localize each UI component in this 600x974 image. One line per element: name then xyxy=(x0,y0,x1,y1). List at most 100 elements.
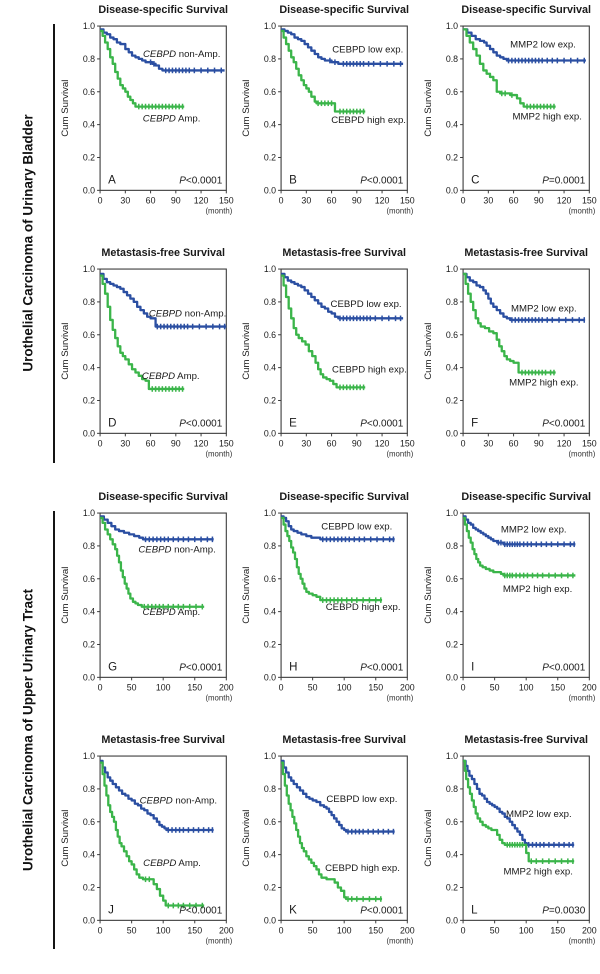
panel-J: Metastasis-free Survival 0.0 0.2 0.4 0.6 0.8 1… xyxy=(56,730,237,973)
y-tick-label: 0.2 xyxy=(445,152,457,162)
x-axis-unit: (month) xyxy=(205,206,232,215)
survival-curve-green xyxy=(462,516,576,577)
x-tick-label: 0 xyxy=(460,439,465,449)
x-tick-label: 100 xyxy=(156,682,171,692)
panel-letter: E xyxy=(289,418,297,430)
km-chart-E: Metastasis-free Survival 0.0 0.2 0.4 0.6 0.8 1… xyxy=(241,247,415,458)
x-tick-label: 0 xyxy=(460,195,465,205)
y-tick-label: 0.2 xyxy=(264,396,276,406)
y-tick-label: 1.0 xyxy=(83,264,95,274)
x-tick-label: 30 xyxy=(302,195,312,205)
y-axis-label: Cum Survival xyxy=(60,566,71,623)
panel-title: Disease-specific Survival xyxy=(461,491,591,503)
x-axis-unit: (month) xyxy=(568,206,595,215)
y-tick-label: 0.4 xyxy=(264,363,276,373)
plot-frame xyxy=(99,25,227,191)
x-axis-unit: (month) xyxy=(205,937,232,946)
plot-frame xyxy=(462,755,590,922)
y-tick-label: 0.2 xyxy=(445,883,457,893)
y-tick-label: 0.4 xyxy=(445,120,457,130)
x-tick-label: 50 xyxy=(127,682,137,692)
group-bracket-line xyxy=(52,24,55,463)
panel-D: Metastasis-free Survival 0.0 0.2 0.4 0.6 0.8 1… xyxy=(56,243,237,486)
survival-curve-blue xyxy=(100,515,214,541)
x-tick-label: 90 xyxy=(534,439,544,449)
y-tick-label: 0.8 xyxy=(264,541,276,551)
x-tick-label: 0 xyxy=(98,439,103,449)
y-tick-label: 0.2 xyxy=(83,152,95,162)
x-tick-label: 150 xyxy=(219,439,234,449)
y-tick-label: 1.0 xyxy=(264,751,276,761)
p-value: P<0.0001 xyxy=(542,662,586,673)
survival-curve-blue xyxy=(100,28,225,72)
x-tick-label: 60 xyxy=(508,195,518,205)
plot-frame xyxy=(280,25,409,191)
y-tick-label: 0.2 xyxy=(83,883,95,893)
y-tick-label: 0.0 xyxy=(264,916,276,926)
series-label: CEBPD high exp. xyxy=(325,863,400,874)
series-label: CEBPD non-Amp. xyxy=(143,49,220,60)
y-tick-label: 0.6 xyxy=(445,817,457,827)
x-tick-label: 200 xyxy=(219,926,234,936)
p-value: P<0.0001 xyxy=(179,175,223,186)
panel-L: Metastasis-free Survival 0.0 0.2 0.4 0.6 0.8 1… xyxy=(419,730,600,973)
y-axis-label: Cum Survival xyxy=(241,810,252,867)
series-label: CEBPD non-Amp. xyxy=(140,796,217,807)
y-tick-label: 1.0 xyxy=(264,264,276,274)
y-tick-label: 0.0 xyxy=(83,672,95,682)
y-axis-label: Cum Survival xyxy=(241,323,252,380)
x-tick-label: 60 xyxy=(327,439,337,449)
km-chart-C: Disease-specific Survival 0.0 0.2 0.4 0.6 0.8… xyxy=(423,4,597,215)
y-tick-label: 0.6 xyxy=(445,330,457,340)
panel-letter: D xyxy=(108,418,116,430)
x-tick-label: 200 xyxy=(582,682,597,692)
y-tick-label: 0.8 xyxy=(445,297,457,307)
y-tick-label: 1.0 xyxy=(445,508,457,518)
y-tick-label: 0.8 xyxy=(264,54,276,64)
y-tick-label: 0.0 xyxy=(83,185,95,195)
y-tick-label: 0.8 xyxy=(83,541,95,551)
y-tick-label: 0.2 xyxy=(264,152,276,162)
series-label: CEBPD low exp. xyxy=(327,794,398,805)
y-axis-label: Cum Survival xyxy=(60,323,71,380)
y-tick-label: 0.6 xyxy=(445,574,457,584)
group-label-upper-urinary-tract: Urothelial Carcinoma of Upper Urinary Tr… xyxy=(0,487,56,974)
x-tick-label: 120 xyxy=(375,195,390,205)
y-axis-label: Cum Survival xyxy=(60,810,71,867)
survival-curve-blue xyxy=(462,515,576,546)
y-tick-label: 0.8 xyxy=(445,541,457,551)
panel-letter: J xyxy=(108,905,114,917)
x-tick-label: 200 xyxy=(582,926,597,936)
y-tick-label: 0.0 xyxy=(264,185,276,195)
panel-letter: K xyxy=(289,905,297,917)
survival-curve-blue xyxy=(462,760,574,847)
km-chart-D: Metastasis-free Survival 0.0 0.2 0.4 0.6 0.8 1… xyxy=(60,247,234,459)
series-label: CEBPD high exp. xyxy=(326,602,401,613)
x-tick-label: 50 xyxy=(127,926,137,936)
x-axis-unit: (month) xyxy=(205,693,232,702)
km-chart-B: Disease-specific Survival 0.0 0.2 0.4 0.6 0.8… xyxy=(241,4,415,215)
panel-title: Disease-specific Survival xyxy=(461,4,591,16)
x-tick-label: 90 xyxy=(352,439,362,449)
y-axis-label: Cum Survival xyxy=(241,566,252,623)
panel-H: Disease-specific Survival 0.0 0.2 0.4 0.6 0.8… xyxy=(237,487,418,730)
group-bracket-line xyxy=(52,511,55,950)
p-value: P<0.0001 xyxy=(179,906,223,917)
panel-letter: F xyxy=(471,418,478,430)
x-tick-label: 0 xyxy=(98,682,103,692)
panel-A: Disease-specific Survival 0.0 0.2 0.4 0.6 0.8… xyxy=(56,0,237,243)
x-tick-label: 0 xyxy=(279,682,284,692)
y-tick-label: 0.2 xyxy=(83,639,95,649)
y-tick-label: 0.0 xyxy=(264,672,276,682)
x-axis-unit: (month) xyxy=(205,450,232,459)
survival-curve-blue xyxy=(281,760,396,834)
survival-curve-green xyxy=(281,761,383,901)
p-value: P<0.0001 xyxy=(179,419,223,430)
y-tick-label: 0.0 xyxy=(83,916,95,926)
y-tick-label: 0.8 xyxy=(83,297,95,307)
y-tick-label: 0.8 xyxy=(445,784,457,794)
km-chart-G: Disease-specific Survival 0.0 0.2 0.4 0.6 0.8… xyxy=(60,491,234,702)
x-tick-label: 150 xyxy=(550,926,565,936)
series-label: MMP2 high exp. xyxy=(509,378,578,389)
